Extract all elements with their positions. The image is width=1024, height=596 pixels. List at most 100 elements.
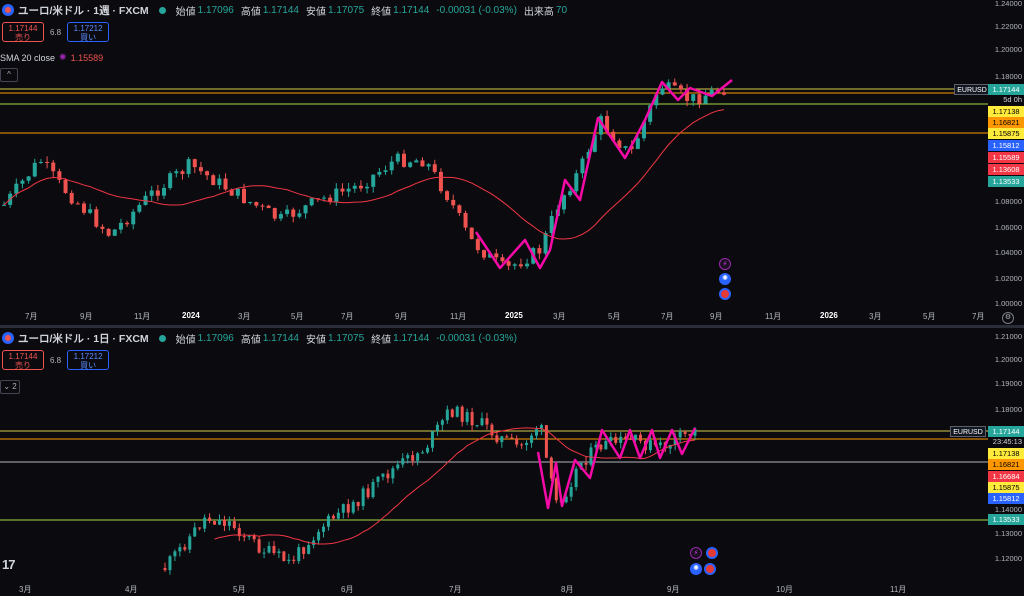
candle-body	[691, 94, 696, 101]
flag-event-icon[interactable]	[704, 563, 716, 575]
buy-price: 1.17212	[73, 352, 103, 361]
candle-body	[544, 425, 548, 458]
candle-body	[530, 435, 534, 443]
candle-body	[658, 442, 662, 446]
candle-body	[584, 462, 588, 465]
candle-body	[574, 468, 578, 488]
candle-body	[32, 162, 37, 177]
open-value: 1.17096	[197, 332, 234, 344]
candle-body	[322, 526, 326, 532]
candle-body	[482, 250, 486, 258]
close-value: 1.17144	[393, 4, 430, 16]
gear-event-icon[interactable]: ✺	[719, 273, 731, 285]
candle-body	[377, 171, 382, 175]
close-value: 1.17144	[393, 332, 430, 344]
sell-button[interactable]: 1.17144 売り	[2, 22, 44, 42]
candle-body	[336, 512, 340, 519]
weekly-chart-panel[interactable]: ユーロ/米ドル · 1週 · FXCM 始値 1.17096 高値 1.17144 …	[0, 0, 1024, 325]
buy-label: 買い	[80, 361, 97, 370]
weekly-title[interactable]: ユーロ/米ドル · 1週 · FXCM	[18, 4, 149, 17]
candle-body	[469, 227, 474, 240]
bolt-event-icon[interactable]: ⚡	[690, 547, 702, 559]
candle-body	[149, 190, 154, 196]
candle-body	[445, 409, 449, 421]
expand-indicators-button[interactable]: ⌄ 2	[0, 380, 20, 394]
candle-body	[438, 171, 443, 192]
price-axis-label: 1.20000	[994, 355, 1022, 364]
gear-event-icon[interactable]: ✺	[690, 563, 702, 575]
candle-body	[693, 428, 697, 436]
flag-event-icon[interactable]	[719, 288, 731, 300]
tradingview-logo[interactable]: 17	[2, 557, 16, 572]
buy-button[interactable]: 1.17212 買い	[67, 22, 110, 42]
candle-body	[564, 496, 568, 503]
symbol-tag[interactable]: EURUSD	[950, 426, 986, 437]
candle-body	[510, 437, 514, 439]
candle-body	[322, 197, 326, 199]
candle-body	[328, 197, 333, 202]
gear-dot-icon[interactable]: ✺	[59, 52, 67, 62]
weekly-chart-canvas[interactable]	[0, 0, 1024, 325]
open-label: 始値	[175, 6, 196, 18]
close-label: 終値	[371, 6, 392, 18]
time-axis-label: 9月	[395, 312, 408, 321]
candle-body	[465, 412, 469, 422]
candle-body	[396, 464, 400, 469]
candle-body	[222, 519, 226, 526]
candle-body	[406, 455, 410, 459]
candle-body	[414, 160, 419, 163]
candle-body	[683, 431, 687, 434]
price-axis-label: 1.00000	[994, 299, 1022, 308]
candle-body	[312, 540, 316, 546]
price-tag: 1.15812	[988, 493, 1024, 504]
price-tag: 1.16684	[988, 471, 1024, 482]
price-axis-label: 1.02000	[994, 274, 1022, 283]
candle-body	[420, 160, 425, 167]
candle-body	[198, 167, 203, 172]
candle-body	[356, 501, 360, 507]
daily-chart-canvas[interactable]	[0, 328, 1024, 596]
candle-body	[112, 229, 117, 236]
chart-settings-gear-icon[interactable]: ⚙	[1002, 312, 1014, 324]
sma-indicator-name: SMA 20 close	[0, 52, 56, 63]
candle-body	[623, 146, 628, 149]
candle-body	[402, 153, 406, 167]
daily-chart-panel[interactable]: ユーロ/米ドル · 1日 · FXCM 始値 1.17096 高値 1.17144 …	[0, 328, 1024, 596]
time-axis-label: 2025	[505, 311, 523, 320]
candle-body	[451, 199, 456, 206]
collapse-legend-button[interactable]: ^	[0, 68, 18, 82]
candle-body	[217, 519, 221, 525]
open-label: 始値	[175, 334, 196, 346]
time-axis-label: 4月	[125, 585, 138, 594]
change-value: -0.00031 (-0.03%)	[436, 332, 517, 344]
candle-body	[51, 162, 56, 172]
sell-price: 1.17144	[8, 24, 38, 33]
flag-event-icon[interactable]	[706, 547, 718, 559]
bolt-event-icon[interactable]: ⚡	[719, 258, 731, 270]
candle-body	[235, 188, 240, 196]
candle-body	[672, 82, 677, 86]
candle-body	[421, 452, 425, 454]
candle-body	[543, 233, 548, 254]
candle-body	[237, 528, 241, 537]
candle-body	[506, 261, 511, 266]
price-tag: 1.17138	[988, 106, 1024, 117]
sma-20-line	[214, 427, 696, 545]
buy-button[interactable]: 1.17212 買い	[67, 350, 110, 370]
candle-body	[282, 551, 286, 562]
price-tag: 1.15875	[988, 128, 1024, 139]
weekly-trade-buttons: 1.17144 売り 6.8 1.17212 買い	[2, 22, 110, 42]
sma-indicator-legend[interactable]: SMA 20 close ✺ 1.15589	[0, 52, 103, 63]
candle-body	[624, 436, 628, 439]
price-tag: 1.15589	[988, 152, 1024, 163]
symbol-tag[interactable]: EURUSD	[954, 84, 990, 95]
candle-body	[45, 161, 50, 163]
pane-separator[interactable]	[0, 325, 1024, 328]
daily-title[interactable]: ユーロ/米ドル · 1日 · FXCM	[18, 332, 149, 345]
time-axis-label: 9月	[80, 312, 93, 321]
candle-body	[549, 215, 554, 234]
candle-body	[252, 535, 256, 540]
spread-value: 6.8	[50, 27, 62, 37]
sell-button[interactable]: 1.17144 売り	[2, 350, 44, 370]
candle-body	[361, 488, 365, 507]
